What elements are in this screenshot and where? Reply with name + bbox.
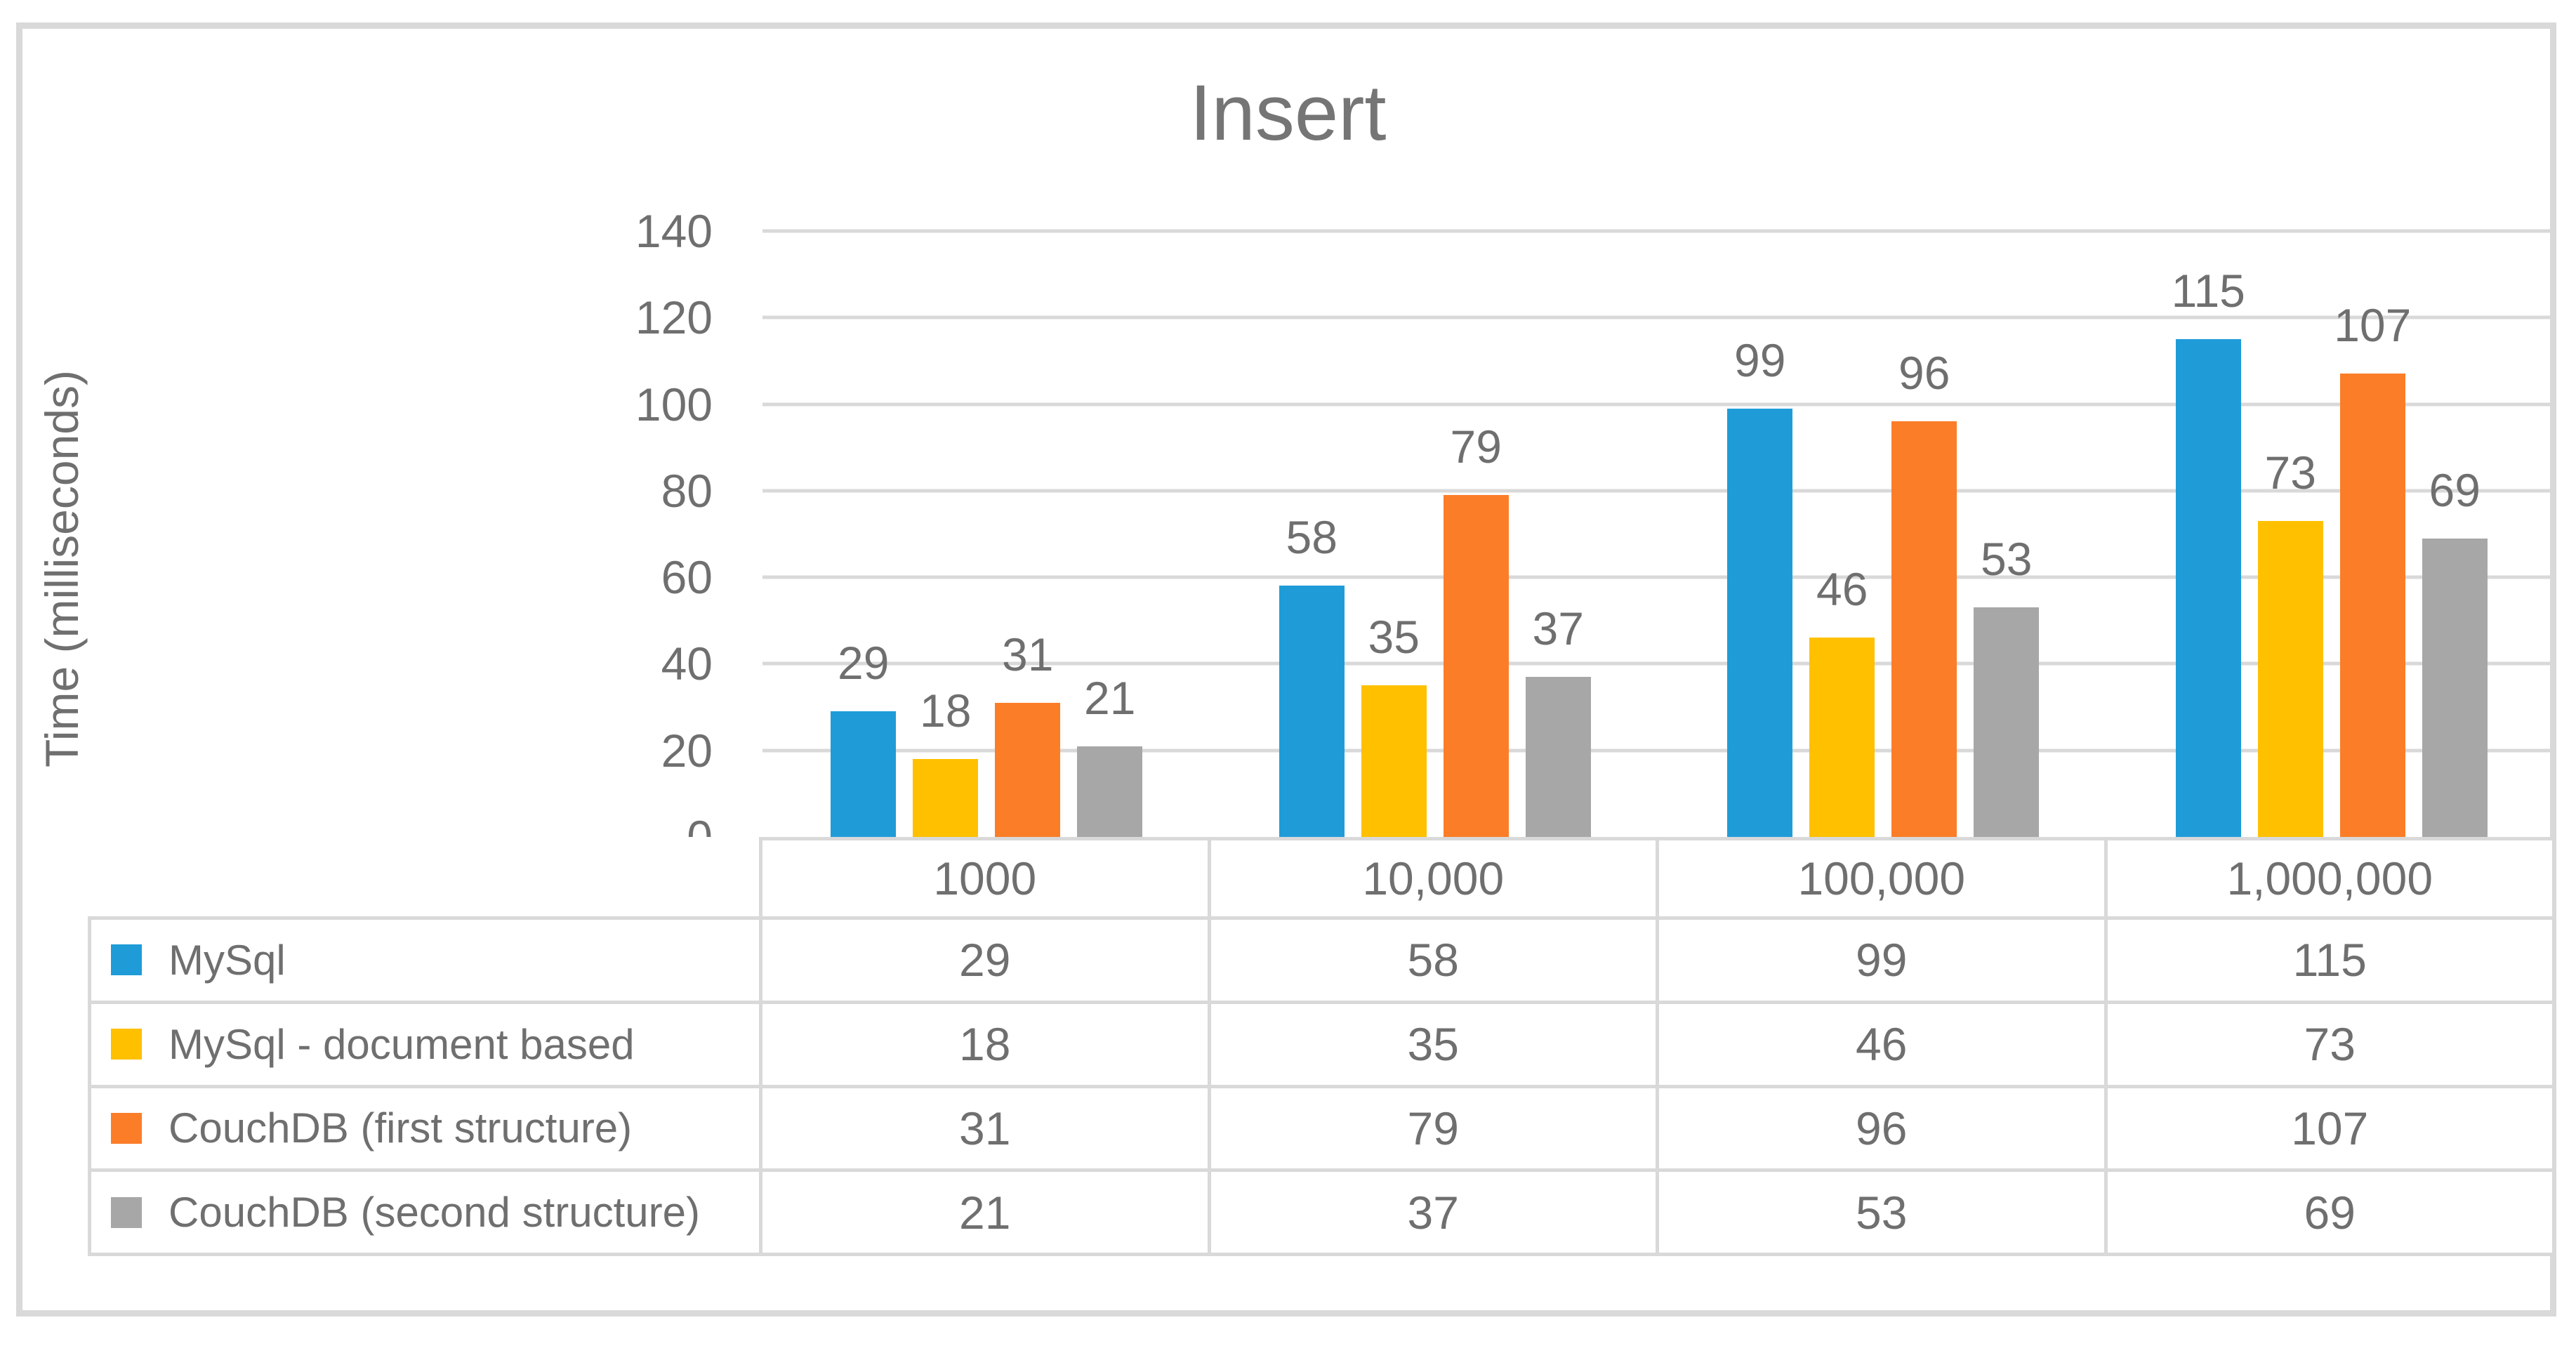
y-axis-tick-labels: 020406080100120140: [491, 208, 713, 860]
y-tick-label: 100: [635, 378, 713, 430]
plot-area: 29 18 31 21 58 35 79 37 99 46 96 53 115 73 107 69: [762, 229, 2556, 837]
bar-data-label: 96: [1898, 347, 1950, 400]
bar: 73: [2257, 449, 2323, 837]
bar: 21: [1077, 675, 1143, 837]
table-category-header: 10,000: [1210, 837, 1659, 920]
legend-series-name: CouchDB (first structure): [169, 1104, 633, 1152]
table-category-header: 1000: [762, 837, 1211, 920]
bar-data-label: 58: [1286, 511, 1337, 564]
bar: 29: [831, 640, 897, 837]
table-value-cell: 46: [1659, 1003, 2108, 1088]
bar: 107: [2334, 302, 2411, 837]
table-value-cell: 99: [1659, 920, 2108, 1004]
y-tick-label: 80: [661, 464, 713, 517]
y-axis-title: Time (milliseconds): [36, 370, 88, 767]
data-table: 1000 10,000 100,000 1,000,000 MySql 29 58 99 115…: [88, 837, 2556, 1256]
gridline: [762, 661, 2556, 666]
bar-data-label: 79: [1450, 421, 1502, 473]
legend-series-name: MySql: [169, 936, 286, 984]
bar-data-label: 107: [2334, 299, 2412, 352]
table-value-cell: 53: [1659, 1172, 2108, 1256]
bar: 99: [1727, 337, 1793, 837]
bar-data-label: 31: [1002, 628, 1054, 680]
bar: 96: [1891, 350, 1957, 837]
bar-group-1000: 29 18 31 21: [762, 231, 1211, 837]
legend-cell: CouchDB (second structure): [88, 1172, 762, 1256]
gridline: [762, 402, 2556, 407]
y-tick-label: 60: [661, 551, 713, 604]
legend-swatch-icon: [111, 1196, 142, 1228]
y-tick-label: 40: [661, 638, 713, 690]
bar-data-label: 29: [838, 637, 890, 690]
bar: 35: [1361, 614, 1427, 837]
table-value-cell: 73: [2107, 1003, 2556, 1088]
table-category-header: 1,000,000: [2107, 837, 2556, 920]
table-value-cell: 35: [1210, 1003, 1659, 1088]
bar-group-100000: 99 46 96 53: [1659, 231, 2108, 837]
bar-data-label: 21: [1084, 671, 1136, 724]
bar-data-label: 46: [1816, 563, 1868, 616]
bar-data-label: 73: [2264, 447, 2316, 499]
table-value-cell: 37: [1210, 1172, 1659, 1256]
table-corner-cell: [88, 837, 762, 920]
bar-groups: 29 18 31 21 58 35 79 37 99 46 96 53 115 73 107 69: [762, 231, 2556, 837]
legend-cell: CouchDB (first structure): [88, 1088, 762, 1173]
bar: 37: [1525, 605, 1591, 837]
chart-title: Insert: [1189, 69, 1387, 157]
legend-series-name: CouchDB (second structure): [169, 1189, 700, 1236]
legend-series-name: MySql - document based: [169, 1020, 635, 1068]
table-value-cell: 107: [2107, 1088, 2556, 1173]
table-value-cell: 96: [1659, 1088, 2108, 1173]
bar: 58: [1279, 514, 1345, 837]
legend-swatch-icon: [111, 1112, 142, 1144]
bar: 18: [913, 687, 979, 837]
gridline: [762, 489, 2556, 493]
bar-data-label: 18: [920, 685, 972, 737]
bar-data-label: 37: [1532, 602, 1584, 654]
bar-group-10000: 58 35 79 37: [1211, 231, 1660, 837]
legend-swatch-icon: [111, 1029, 142, 1060]
bar: 46: [1809, 566, 1875, 837]
bar-data-label: 99: [1734, 334, 1786, 386]
y-tick-label: 20: [661, 724, 713, 777]
bar: 69: [2422, 467, 2488, 837]
legend-cell: MySql - document based: [88, 1003, 762, 1088]
table-value-cell: 29: [762, 920, 1211, 1004]
table-value-cell: 69: [2107, 1172, 2556, 1256]
table-value-cell: 18: [762, 1003, 1211, 1088]
gridline: [762, 575, 2556, 579]
bar-data-label: 35: [1368, 611, 1420, 664]
gridline: [762, 229, 2556, 233]
bar-data-label: 115: [2171, 265, 2245, 317]
bar-data-label: 69: [2429, 463, 2481, 516]
bar-data-label: 53: [1981, 533, 2033, 586]
table-value-cell: 79: [1210, 1088, 1659, 1173]
y-tick-label: 120: [635, 291, 713, 344]
bar: 79: [1443, 423, 1509, 837]
bar-group-1000000: 115 73 107 69: [2108, 231, 2556, 837]
table-value-cell: 31: [762, 1088, 1211, 1173]
table-category-header: 100,000: [1659, 837, 2108, 920]
table-value-cell: 115: [2107, 920, 2556, 1004]
legend-cell: MySql: [88, 920, 762, 1004]
table-value-cell: 58: [1210, 920, 1659, 1004]
bar: 53: [1974, 536, 2040, 837]
gridline: [762, 315, 2556, 319]
gridline: [762, 748, 2556, 753]
bar: 115: [2172, 268, 2245, 837]
bar: 31: [995, 631, 1061, 837]
y-tick-label: 140: [635, 205, 713, 257]
table-value-cell: 21: [762, 1172, 1211, 1256]
legend-swatch-icon: [111, 944, 142, 976]
